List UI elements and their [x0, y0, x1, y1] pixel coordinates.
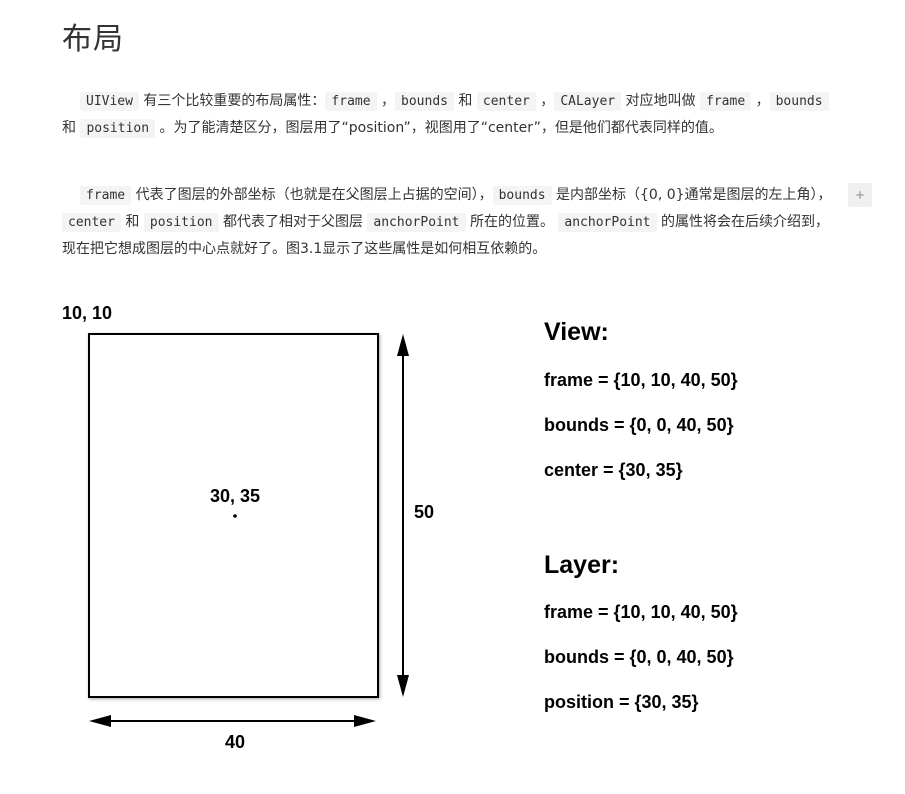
view-bounds: bounds = {0, 0, 40, 50} — [544, 415, 734, 435]
text: ， — [535, 93, 555, 109]
text: 和 — [453, 93, 477, 109]
view-title: View: — [544, 318, 609, 346]
layer-title: Layer: — [544, 551, 620, 579]
text: 代表了图层的外部坐标（也就是在父图层上占据的空间）， — [131, 187, 493, 203]
code-frame: frame — [700, 92, 752, 111]
code-frame: frame — [80, 186, 132, 205]
text: 所在的位置。 — [465, 214, 559, 230]
text: 的属性将会在后续介绍到，现在把它想成图层的中心点就好了。图3.1显示了这些属性是… — [62, 214, 829, 257]
layer-position: position = {30, 35} — [544, 692, 699, 712]
text: 和 — [62, 120, 81, 136]
code-bounds: bounds — [769, 92, 829, 111]
code-center: center — [62, 213, 121, 232]
code-anchorpoint: anchorPoint — [367, 213, 466, 232]
code-bounds: bounds — [492, 186, 552, 205]
view-center: center = {30, 35} — [544, 460, 683, 480]
code-position: position — [143, 213, 219, 232]
code-uiview: UIView — [80, 92, 139, 111]
width-arrow — [89, 715, 376, 727]
add-button[interactable]: + — [848, 183, 872, 207]
view-frame: frame = {10, 10, 40, 50} — [544, 370, 738, 390]
code-anchorpoint: anchorPoint — [558, 213, 657, 232]
text: 。为了能清楚区分，图层用了“position”，视图用了“center”，但是他… — [155, 120, 723, 136]
text: 有三个比较重要的布局属性： — [138, 93, 326, 109]
text: 对应地叫做 — [621, 93, 701, 109]
page-title: 布局 — [62, 22, 124, 57]
center-point — [233, 514, 237, 518]
height-arrow — [397, 334, 409, 697]
text: ， — [751, 93, 770, 109]
text: 都代表了相对于父图层 — [218, 214, 368, 230]
code-frame: frame — [325, 92, 377, 111]
code-calayer: CALayer — [554, 92, 622, 111]
height-label: 50 — [414, 502, 435, 522]
center-label: 30, 35 — [210, 486, 261, 506]
paragraph-coordinates: frame 代表了图层的外部坐标（也就是在父图层上占据的空间）， bounds 是… — [62, 182, 832, 263]
code-bounds: bounds — [395, 92, 454, 111]
text: 是内部坐标（{0, 0}通常是图层的左上角）， — [551, 187, 832, 203]
text: 和 — [120, 214, 144, 230]
width-label: 40 — [225, 732, 246, 752]
origin-label: 10, 10 — [62, 303, 113, 323]
code-center: center — [476, 92, 536, 111]
code-position: position — [80, 119, 156, 138]
text: ， — [376, 93, 396, 109]
layer-frame: frame = {10, 10, 40, 50} — [544, 602, 738, 622]
layer-bounds: bounds = {0, 0, 40, 50} — [544, 647, 734, 667]
paragraph-layout-properties: UIView 有三个比较重要的布局属性： frame ， bounds 和 cent… — [62, 88, 832, 142]
